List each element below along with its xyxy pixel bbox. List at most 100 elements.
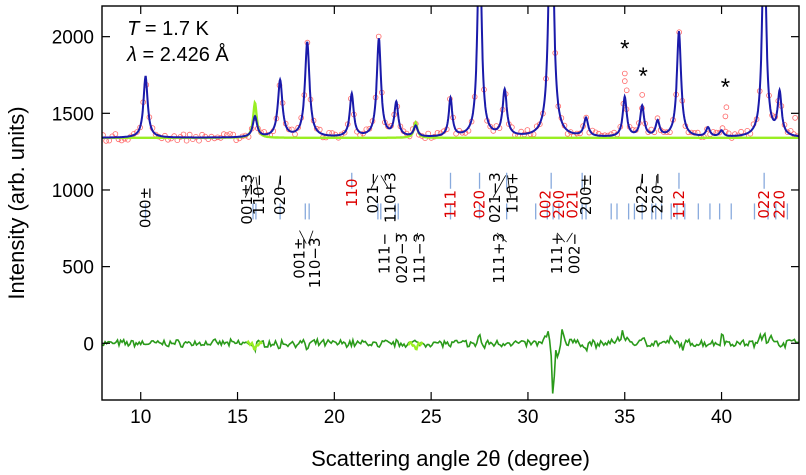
impurity-star-marks: * * *	[620, 35, 730, 100]
leader-line	[507, 175, 511, 198]
observed-point	[688, 129, 695, 136]
observed-point	[524, 127, 531, 133]
leader-line	[244, 176, 255, 198]
calculated-curve	[102, 6, 799, 139]
y-tick-label: 1000	[52, 181, 94, 202]
reflection-label: 000±	[137, 187, 155, 228]
reflection-label: 001±	[291, 238, 309, 279]
reflection-label: 111−3	[411, 233, 429, 284]
reflection-label: 110−3	[306, 238, 324, 289]
reflection-label: 112	[670, 190, 688, 219]
reflection-label: 110−	[250, 174, 268, 215]
reflection-label: 111+3	[490, 233, 508, 284]
leader-line	[496, 232, 507, 243]
x-tick-label: 40	[711, 407, 732, 428]
observed-point	[764, 0, 769, 3]
reflection-label: 021−3	[486, 172, 504, 223]
observed-point	[716, 129, 723, 136]
y-tick-label: 0	[83, 334, 94, 355]
observed-point	[341, 129, 348, 136]
observed-point	[722, 113, 729, 120]
reflection-label: 020	[471, 190, 489, 219]
temperature-value: = 1.7 K	[139, 18, 209, 40]
leader-line	[380, 175, 389, 189]
observed-point	[623, 87, 630, 94]
observed-point	[180, 131, 187, 138]
reflection-label: 002	[536, 190, 554, 219]
observed-point	[186, 131, 193, 138]
y-tick-label: 2000	[52, 28, 94, 49]
reflection-label: 110+	[504, 172, 522, 213]
reflection-label: 021	[564, 190, 582, 219]
reflection-label: 020−	[271, 174, 289, 215]
leader-line	[492, 175, 507, 198]
leader-line	[655, 175, 658, 190]
reflection-label: 021−	[364, 172, 382, 213]
observed-point	[295, 124, 301, 131]
wavelength-annotation: λ = 2.426 Å	[126, 43, 229, 66]
x-axis: 10 15 20 25 30 35 40	[130, 6, 732, 428]
observed-point	[183, 137, 190, 144]
observed-point	[723, 104, 730, 110]
y-axis: 0 500 1000 1500 2000	[52, 28, 799, 355]
star-mark: *	[638, 63, 647, 90]
leader-line	[307, 230, 314, 244]
leader-line	[277, 176, 281, 191]
reflection-label: 022	[755, 190, 773, 219]
x-axis-label: Scattering angle 2θ (degree)	[311, 446, 590, 471]
leader-line	[299, 230, 307, 244]
reflection-label: 111−	[376, 233, 394, 274]
observed-point	[792, 115, 798, 121]
bragg-tick-marks	[144, 172, 789, 220]
observed-point	[784, 129, 791, 136]
leader-line	[370, 175, 379, 189]
reflection-label: 220	[771, 190, 789, 219]
y-tick-label: 1500	[52, 104, 94, 125]
x-tick-label: 10	[130, 407, 151, 428]
observed-point	[134, 129, 140, 135]
x-tick-label: 35	[614, 407, 635, 428]
leader-line	[556, 232, 566, 243]
observed-point	[621, 78, 628, 84]
reflection-label: 110+3	[382, 172, 400, 223]
reflection-label: 111+	[548, 233, 566, 274]
star-mark: *	[620, 35, 629, 62]
label-leader-lines	[244, 175, 658, 244]
reflection-label: 110	[343, 179, 361, 208]
observed-point	[639, 92, 645, 98]
x-tick-label: 25	[421, 407, 442, 428]
reflection-label: 022−	[633, 172, 651, 213]
x-tick-label: 15	[227, 407, 248, 428]
data-series	[102, 0, 799, 394]
y-axis-label: Intensity (arb. units)	[4, 106, 29, 299]
reflection-label: 200	[550, 190, 568, 219]
star-mark: *	[721, 74, 730, 101]
temperature-annotation: T = 1.7 K	[127, 18, 209, 40]
observed-point	[738, 128, 744, 135]
x-tick-label: 20	[324, 407, 345, 428]
reflection-label: 200±	[577, 174, 595, 215]
reflection-label: 220−	[649, 172, 667, 213]
reflection-label: 020−3	[393, 233, 411, 284]
leader-line	[255, 176, 260, 198]
observed-point	[196, 137, 202, 144]
magnetic-difference-curve	[246, 339, 263, 351]
temperature-symbol: T	[127, 18, 141, 40]
reflection-label: 111	[442, 190, 460, 219]
observed-point	[285, 126, 292, 133]
difference-curve	[102, 329, 799, 394]
leader-line	[639, 175, 643, 191]
y-tick-label: 500	[62, 258, 94, 279]
magnetic-difference-curve	[407, 340, 424, 351]
reflection-label: 001±3	[238, 174, 256, 225]
leader-line	[566, 232, 573, 243]
observed-point	[621, 70, 628, 77]
reflection-label: 002−	[565, 233, 583, 274]
observed-point	[221, 131, 227, 137]
wavelength-symbol: λ	[126, 44, 137, 66]
x-tick-label: 30	[517, 407, 538, 428]
leader-line	[583, 175, 586, 192]
plot-frame	[101, 5, 800, 401]
